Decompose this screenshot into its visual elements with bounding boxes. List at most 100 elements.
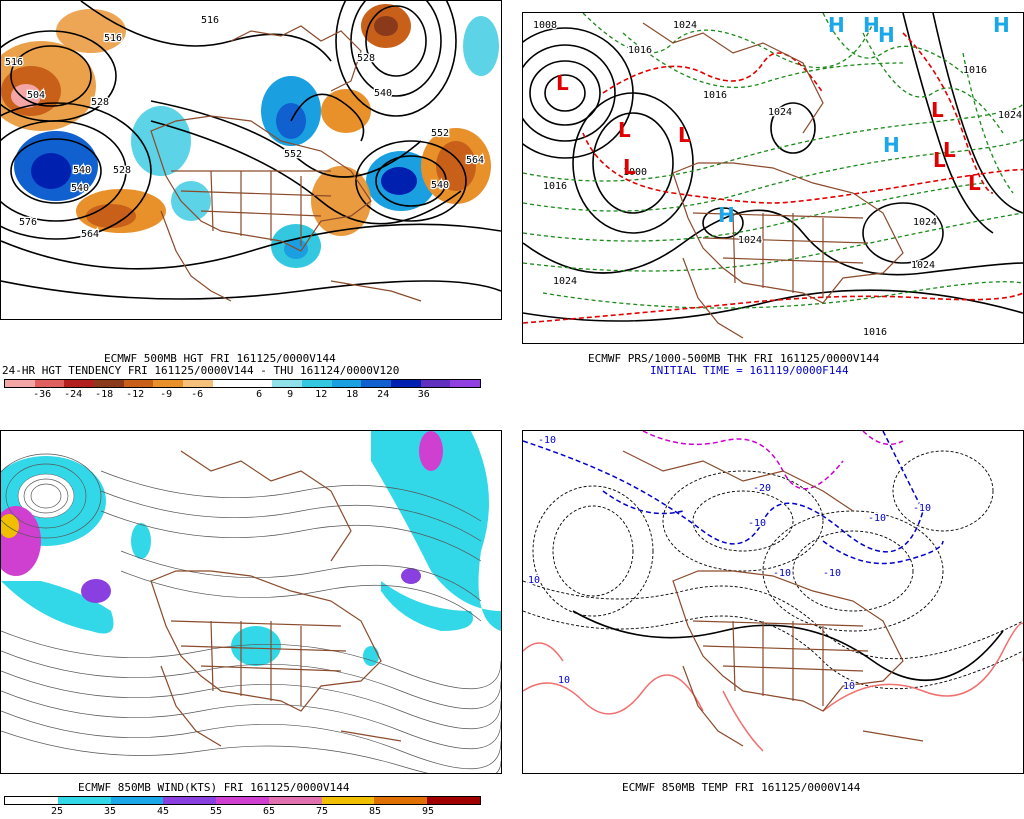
caption-surface-pressure: ECMWF PRS/1000-500MB THK FRI 161125/0000… [588, 352, 880, 365]
high-pressure-symbol: H [878, 23, 895, 47]
contour-label: 504 [27, 90, 45, 101]
low-pressure-symbol: L [623, 155, 636, 179]
contour-label: 1024 [911, 260, 935, 271]
colorbar-segment [301, 380, 332, 387]
temp-contours-cold [523, 431, 944, 565]
contour-label: -10 [868, 513, 886, 524]
contour-label: 10 [843, 681, 855, 692]
contour-label: 1024 [673, 20, 697, 31]
tendency-shading [1, 4, 499, 268]
contour-label: 564 [466, 155, 484, 166]
colorbar-tick-label: 95 [421, 806, 435, 817]
contour-label: -20 [753, 483, 771, 494]
colorbar-tick-label: -9 [160, 389, 173, 400]
colorbar-segment [420, 380, 451, 387]
map-borders [150, 25, 422, 302]
low-pressure-symbol: L [618, 118, 631, 142]
colorbar-segment [183, 380, 213, 387]
caption-850mb-temp: ECMWF 850MB TEMP FRI 161125/0000V144 [622, 781, 861, 794]
contour-label: 540 [431, 180, 449, 191]
colorbar-segment [163, 797, 217, 804]
wind-colorbar-ticks: 25 35 45 55 65 75 85 95 [4, 806, 481, 818]
colorbar-tick-label: 75 [315, 806, 329, 817]
high-pressure-symbol: H [828, 13, 845, 37]
pressure-contours [523, 13, 1023, 322]
tendency-colorbar [4, 379, 481, 388]
colorbar-segment [57, 797, 111, 804]
colorbar-tick-label: 9 [287, 389, 294, 400]
colorbar-segment [212, 380, 243, 387]
contour-label: 576 [19, 217, 37, 228]
contour-label: 1000 [623, 167, 647, 178]
contour-label: 528 [357, 53, 375, 64]
colorbar-segment [427, 797, 481, 804]
colorbar-segment [321, 797, 375, 804]
contour-label: 10 [528, 575, 540, 586]
caption-height-tendency: 24-HR HGT TENDENCY FRI 161125/0000V144 -… [2, 364, 400, 377]
temperature-map: -10 -10 -20 -10 -10 -10 -10 10 10 10 [523, 431, 1023, 752]
colorbar-tick-label: 18 [346, 389, 359, 400]
contour-label: 1016 [703, 90, 727, 101]
colorbar-tick-label: 36 [417, 389, 430, 400]
contour-label: 1024 [768, 107, 792, 118]
colorbar-segment [216, 797, 269, 804]
contour-label: 564 [81, 229, 99, 240]
high-pressure-symbol: H [883, 133, 900, 157]
caption-850mb-wind: ECMWF 850MB WIND(KTS) FRI 161125/0000V14… [78, 781, 350, 794]
map-500mb-height: 516 504 528 516 528 540 552 564 540 528 552 540 576 5… [0, 0, 502, 320]
contour-label: 1024 [998, 110, 1022, 121]
panel-surface-pressure: 1008 1024 1016 1016 1000 1024 1016 1024 1024 1024… [522, 0, 1024, 405]
low-pressure-symbol: L [556, 71, 569, 95]
colorbar-tick-label: 24 [377, 389, 390, 400]
panel-850mb-wind: ECMWF 850MB WIND(KTS) FRI 161125/0000V14… [0, 430, 502, 819]
colorbar-tick-label: -6 [191, 389, 204, 400]
colorbar-tick-label: 35 [103, 806, 117, 817]
colorbar-segment [272, 380, 302, 387]
wind-speed-map [1, 431, 501, 773]
map-850mb-temp: -10 -10 -20 -10 -10 -10 -10 10 10 10 [522, 430, 1024, 774]
contour-label: 1016 [963, 65, 987, 76]
panel-500mb-height: 516 504 528 516 528 540 552 564 540 528 552 540 576 5… [0, 0, 502, 405]
contour-label: 1024 [738, 235, 762, 246]
temp-contours-very-cold [642, 431, 904, 490]
colorbar-tick-label: -36 [33, 389, 52, 400]
contour-label: -10 [913, 503, 931, 514]
height-tendency-map: 516 504 528 516 528 540 552 564 540 528 552 540 576 5… [1, 1, 501, 302]
thickness-contours-cold [523, 13, 1023, 313]
contour-label: 528 [113, 165, 131, 176]
contour-label: 516 [104, 33, 122, 44]
low-pressure-symbol: L [933, 148, 946, 172]
colorbar-segment [153, 380, 184, 387]
tendency-colorbar-ticks: -36 -24 -18 -12 -9 -6 6 9 12 18 24 36 [4, 389, 481, 401]
contour-label: -10 [538, 435, 556, 446]
height-contours [1, 1, 501, 300]
high-pressure-symbol: H [863, 13, 880, 37]
caption-500mb-height: ECMWF 500MB HGT FRI 161125/0000V144 [104, 352, 336, 365]
colorbar-tick-label: 45 [156, 806, 170, 817]
low-pressure-symbol: L [678, 123, 691, 147]
map-borders [642, 22, 904, 339]
colorbar-segment [34, 380, 65, 387]
map-borders [622, 450, 924, 747]
caption-initial-time: INITIAL TIME = 161119/0000F144 [650, 364, 849, 377]
colorbar-segment [64, 380, 95, 387]
contour-label: 1008 [533, 20, 557, 31]
contour-label: 1024 [913, 217, 937, 228]
contour-label: 1016 [543, 181, 567, 192]
colorbar-segment [331, 380, 362, 387]
low-pressure-symbol: L [943, 138, 956, 162]
colorbar-tick-label: 55 [209, 806, 223, 817]
colorbar-tick-label: 85 [368, 806, 382, 817]
streamlines [1, 453, 501, 773]
contour-label: 540 [374, 88, 392, 99]
contour-label: 10 [558, 675, 570, 686]
contour-label: 528 [91, 97, 109, 108]
colorbar-segment [123, 380, 154, 387]
wind-shading [1, 431, 501, 666]
colorbar-segment [94, 380, 124, 387]
contour-label: -10 [748, 518, 766, 529]
wind-colorbar [4, 796, 481, 805]
colorbar-tick-label: 12 [315, 389, 328, 400]
contour-label: 552 [431, 127, 449, 138]
